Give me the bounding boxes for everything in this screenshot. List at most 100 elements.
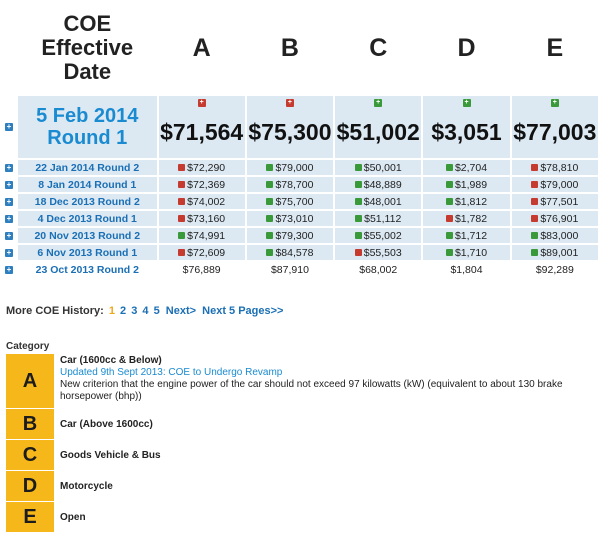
trend-down-icon — [266, 180, 274, 188]
category-description: New criterion that the engine power of t… — [60, 379, 563, 402]
premium-cell: $76,901 — [511, 211, 598, 226]
trend-up-icon — [178, 248, 186, 256]
category-legend: A Car (1600cc & Below) Updated 9th Sept … — [0, 354, 600, 533]
trend-arrow-icon: + — [374, 99, 383, 107]
round-date-link[interactable]: 22 Jan 2014 Round 2 — [18, 160, 157, 175]
trend-down-icon — [445, 197, 453, 205]
page-link-2[interactable]: 2 — [120, 305, 127, 317]
current-round-row: + 5 Feb 2014 Round 1 + $71,564 + $75,300 +… — [2, 96, 598, 158]
premium-cell: $74,991 — [158, 228, 245, 243]
table-row: +23 Oct 2013 Round 2 $76,889 $87,910 $68,00… — [2, 262, 598, 277]
current-round-date: 5 Feb 2014 Round 1 — [18, 96, 157, 158]
premium-cell: $84,578 — [246, 245, 334, 260]
trend-arrow-icon: + — [462, 99, 471, 107]
premium-cell: $92,289 — [511, 262, 598, 277]
trend-down-icon — [178, 231, 186, 239]
expand-icon[interactable]: + — [5, 179, 14, 189]
premium-cell: $72,369 — [158, 177, 245, 192]
current-value-e: + $77,003 — [511, 96, 598, 158]
legend-item-d: D Motorcycle — [0, 471, 600, 502]
table-row: +22 Jan 2014 Round 2 $72,290 $79,000 $50,00… — [2, 160, 598, 175]
table-row: +4 Dec 2013 Round 1 $73,160 $73,010 $51,112… — [2, 211, 598, 226]
premium-cell: $68,002 — [335, 262, 422, 277]
premium-cell: $55,503 — [335, 245, 422, 260]
trend-arrow-icon: + — [285, 99, 294, 107]
category-badge-c: C — [6, 440, 54, 470]
premium-cell: $79,300 — [246, 228, 334, 243]
next-page-link[interactable]: Next> — [165, 305, 197, 317]
legend-item-a: A Car (1600cc & Below) Updated 9th Sept … — [0, 354, 600, 409]
trend-down-icon — [354, 231, 362, 239]
legend-item-e: E Open — [0, 502, 600, 533]
next-5-pages-link[interactable]: Next 5 Pages>> — [202, 305, 284, 317]
category-legend-title: Category — [6, 341, 50, 352]
premium-cell: $76,889 — [158, 262, 245, 277]
premium-cell: $73,010 — [246, 211, 334, 226]
trend-down-icon — [445, 248, 453, 256]
legend-item-c: C Goods Vehicle & Bus — [0, 440, 600, 471]
trend-down-icon — [266, 231, 274, 239]
trend-down-icon — [354, 197, 362, 205]
trend-up-icon — [178, 197, 186, 205]
expand-icon[interactable]: + — [5, 162, 14, 172]
table-row: +18 Dec 2013 Round 2 $74,002 $75,700 $48,00… — [2, 194, 598, 209]
expand-icon[interactable]: + — [5, 121, 14, 131]
premium-cell: $48,001 — [335, 194, 422, 209]
trend-up-icon — [445, 214, 453, 222]
expand-icon[interactable]: + — [5, 196, 14, 206]
trend-up-icon — [178, 163, 186, 171]
premium-cell: $1,710 — [423, 245, 510, 260]
round-date-link[interactable]: 23 Oct 2013 Round 2 — [18, 262, 157, 277]
premium-cell: $79,000 — [246, 160, 334, 175]
category-name: Car (Above 1600cc) — [60, 418, 153, 430]
round-date-link[interactable]: 4 Dec 2013 Round 1 — [18, 211, 157, 226]
premium-cell: $50,001 — [335, 160, 422, 175]
trend-up-icon — [531, 180, 539, 188]
current-value-a: + $71,564 — [158, 96, 245, 158]
page-link-5[interactable]: 5 — [153, 305, 160, 317]
premium-cell: $72,609 — [158, 245, 245, 260]
category-badge-a: A — [6, 354, 54, 408]
premium-cell: $79,000 — [511, 177, 598, 192]
trend-up-icon — [531, 197, 539, 205]
column-header-b: B — [280, 33, 299, 62]
page-link-1[interactable]: 1 — [108, 305, 115, 317]
premium-cell: $1,804 — [423, 262, 510, 277]
trend-down-icon — [445, 231, 453, 239]
header-row: COE Effective Date A B C D E — [2, 2, 598, 94]
trend-up-icon — [354, 248, 362, 256]
premium-cell: $1,782 — [423, 211, 510, 226]
premium-cell: $83,000 — [511, 228, 598, 243]
trend-down-icon — [531, 231, 539, 239]
category-name: Motorcycle — [60, 480, 113, 492]
round-date-link[interactable]: 6 Nov 2013 Round 1 — [18, 245, 157, 260]
premium-cell: $48,889 — [335, 177, 422, 192]
category-badge-d: D — [6, 471, 54, 501]
column-header-date: COE Effective Date — [41, 11, 134, 84]
round-date-link[interactable]: 8 Jan 2014 Round 1 — [18, 177, 157, 192]
premium-cell: $75,700 — [246, 194, 334, 209]
premium-cell: $1,712 — [423, 228, 510, 243]
table-row: +6 Nov 2013 Round 1 $72,609 $84,578 $55,503… — [2, 245, 598, 260]
expand-icon[interactable]: + — [5, 230, 14, 240]
coe-revamp-link[interactable]: Updated 9th Sept 2013: COE to Undergo Re… — [60, 367, 283, 378]
expand-icon[interactable]: + — [5, 264, 14, 274]
round-date-link[interactable]: 20 Nov 2013 Round 2 — [18, 228, 157, 243]
trend-up-icon — [178, 214, 186, 222]
page-link-4[interactable]: 4 — [142, 305, 149, 317]
page-link-3[interactable]: 3 — [131, 305, 138, 317]
trend-down-icon — [354, 180, 362, 188]
column-header-a: A — [192, 33, 211, 62]
category-badge-e: E — [6, 502, 54, 532]
round-date-link[interactable]: 18 Dec 2013 Round 2 — [18, 194, 157, 209]
expand-icon[interactable]: + — [5, 213, 14, 223]
trend-arrow-icon: + — [550, 99, 559, 107]
table-row: +8 Jan 2014 Round 1 $72,369 $78,700 $48,889… — [2, 177, 598, 192]
column-header-d: D — [457, 33, 476, 62]
trend-down-icon — [354, 163, 362, 171]
premium-cell: $78,700 — [246, 177, 334, 192]
expand-icon[interactable]: + — [5, 247, 14, 257]
trend-down-icon — [445, 180, 453, 188]
trend-down-icon — [266, 248, 274, 256]
trend-down-icon — [445, 163, 453, 171]
